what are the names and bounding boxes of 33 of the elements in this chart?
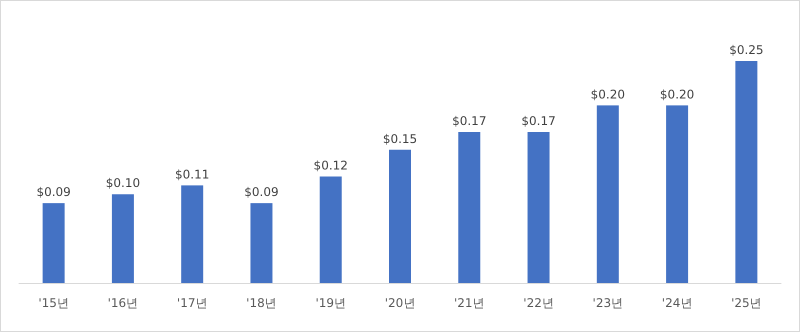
x-tick-label: '23년 — [592, 296, 624, 310]
data-label: $0.11 — [175, 167, 210, 182]
data-label: $0.20 — [660, 87, 694, 102]
data-label: $0.12 — [314, 158, 348, 172]
bar — [112, 194, 134, 283]
x-tick-label: '16년 — [108, 296, 138, 310]
data-label: $0.17 — [521, 114, 556, 128]
x-tick-label: '24년 — [662, 296, 692, 310]
bar — [596, 105, 619, 283]
x-tick-label: '20년 — [384, 296, 416, 310]
bar — [181, 185, 204, 283]
bar — [666, 105, 688, 283]
data-label: $0.15 — [382, 132, 418, 146]
bar — [735, 61, 758, 283]
data-label: $0.25 — [729, 43, 764, 57]
data-label: $0.09 — [36, 185, 71, 200]
data-label: $0.09 — [244, 185, 279, 200]
x-tick-label: '17년 — [176, 296, 208, 310]
bar — [389, 150, 411, 283]
data-label: $0.20 — [590, 87, 625, 102]
x-tick-label: '19년 — [315, 296, 346, 310]
bar — [320, 176, 342, 283]
bar — [250, 203, 272, 283]
bar — [458, 132, 480, 283]
bar — [42, 203, 65, 283]
bar — [528, 132, 550, 283]
x-tick-label: '22년 — [523, 296, 554, 310]
x-tick-label: '15년 — [38, 296, 69, 310]
data-label: $0.10 — [106, 176, 140, 190]
x-tick-label: '18년 — [246, 296, 277, 310]
x-tick-label: '25년 — [731, 296, 762, 310]
x-tick-label: '21년 — [454, 296, 485, 310]
data-label: $0.17 — [452, 114, 486, 128]
